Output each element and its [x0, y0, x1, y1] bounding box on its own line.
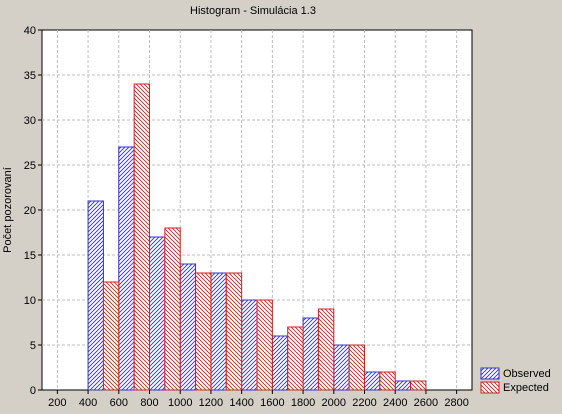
bar-observed [149, 236, 166, 391]
bar-expected [102, 281, 120, 391]
bar-observed [302, 317, 319, 391]
legend-label-observed: Observed [503, 368, 551, 380]
legend-label-expected: Expected [503, 382, 549, 394]
y-tick-label: 25 [24, 160, 36, 172]
x-tick-label: 1200 [199, 397, 223, 409]
x-tick-label: 2200 [352, 397, 376, 409]
x-tick-label: 1600 [260, 397, 284, 409]
bar-observed [394, 380, 412, 391]
chart-title: Histogram - Simulácia 1.3 [190, 5, 316, 17]
y-axis-label: Počet pozorovaní [2, 167, 14, 253]
x-tick-label: 400 [79, 397, 97, 409]
x-tick-label: 2400 [383, 397, 407, 409]
y-tick-label: 0 [30, 385, 36, 397]
x-tick-label: 2600 [414, 397, 438, 409]
x-tick-label: 1000 [168, 397, 192, 409]
x-tick-label: 2800 [444, 397, 468, 409]
bar-expected [256, 299, 273, 391]
legend-swatch-observed [480, 367, 500, 380]
bar-expected [410, 380, 427, 391]
y-tick-label: 5 [30, 340, 36, 352]
bar-observed [210, 272, 227, 391]
x-tick-label: 200 [48, 397, 66, 409]
y-tick-label: 15 [24, 250, 36, 262]
bar-expected [225, 272, 243, 391]
bar-observed [241, 299, 258, 391]
axes: 0 5 10 15 20 25 30 35 40 200 400 600 800 1000 1200 1400… [24, 25, 469, 409]
legend: Observed Expected [480, 367, 551, 394]
y-tick-label: 30 [24, 115, 36, 127]
bar-expected [317, 308, 335, 391]
bar-expected [164, 227, 181, 391]
bar-expected [133, 83, 150, 391]
y-tick-label: 20 [24, 205, 36, 217]
bar-expected [348, 344, 365, 391]
bar-expected [379, 371, 396, 391]
bar-expected [287, 326, 304, 391]
bars [87, 83, 427, 391]
x-tick-label: 2000 [322, 397, 346, 409]
x-tick-label: 600 [110, 397, 128, 409]
bar-observed [118, 146, 135, 391]
bar-observed [87, 200, 104, 391]
legend-swatch-expected [480, 381, 500, 394]
bar-observed [179, 263, 197, 391]
x-tick-label: 1400 [229, 397, 253, 409]
bar-expected [195, 272, 212, 391]
y-tick-label: 10 [24, 295, 36, 307]
x-tick-label: 800 [140, 397, 158, 409]
bar-observed [271, 335, 289, 391]
x-tick-label: 1800 [291, 397, 315, 409]
y-tick-label: 35 [24, 70, 36, 82]
bar-observed [333, 344, 350, 391]
y-tick-label: 40 [24, 25, 36, 37]
bar-observed [364, 371, 381, 391]
